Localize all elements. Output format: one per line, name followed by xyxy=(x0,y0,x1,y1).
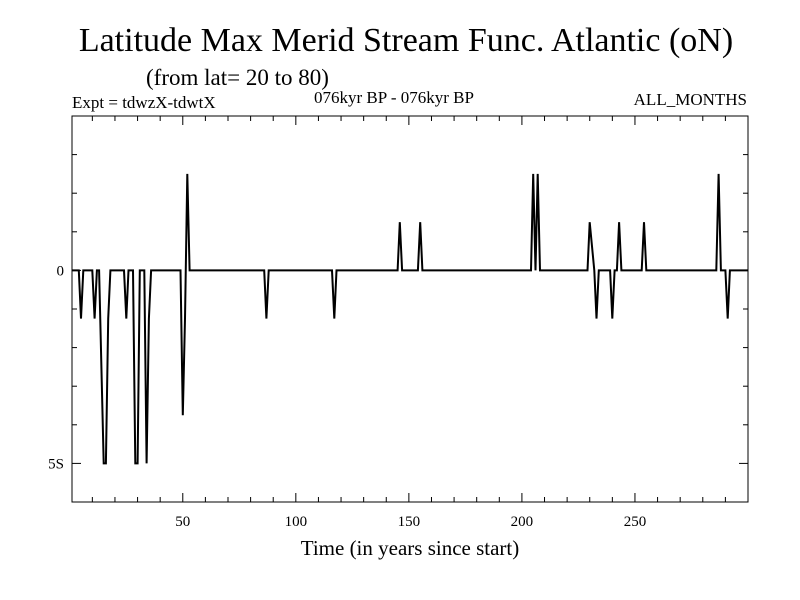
x-tick-label: 150 xyxy=(398,514,421,530)
series-line xyxy=(72,173,748,465)
months-label: ALL_MONTHS xyxy=(633,90,747,109)
chart-subtitle: (from lat= 20 to 80) xyxy=(146,65,329,90)
plot-frame xyxy=(71,115,749,503)
x-tick-label: 200 xyxy=(511,514,534,530)
x-tick-label: 100 xyxy=(285,514,308,530)
x-tick-label: 50 xyxy=(175,514,190,530)
experiment-label: Expt = tdwzX-tdwtX xyxy=(72,93,216,112)
y-tick-label: 5S xyxy=(48,456,64,472)
x-axis-label: Time (in years since start) xyxy=(300,536,520,560)
x-tick-label: 250 xyxy=(624,514,647,530)
chart-title: Latitude Max Merid Stream Func. Atlantic… xyxy=(78,22,734,59)
y-tick-label: 0 xyxy=(57,263,65,279)
period-label: 076kyr BP - 076kyr BP xyxy=(314,88,474,107)
